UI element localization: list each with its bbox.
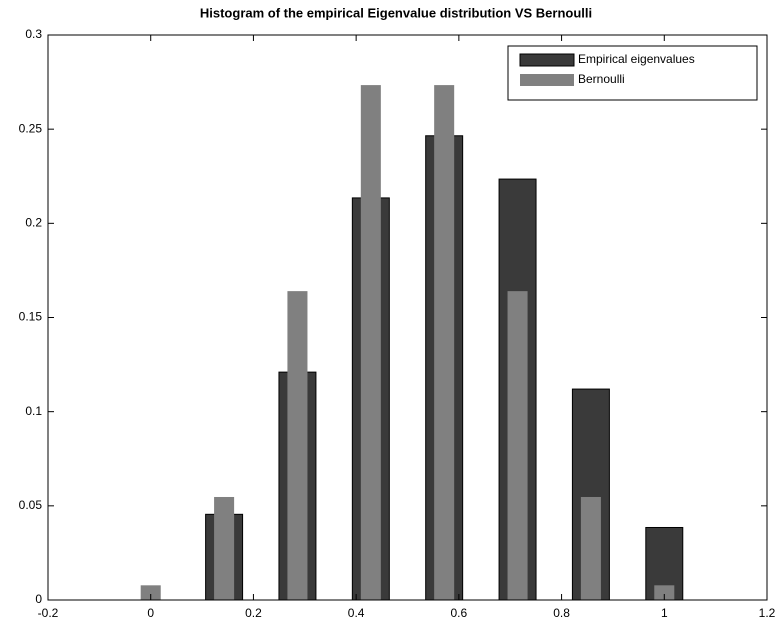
y-tick-label: 0.3 [25,27,42,41]
x-tick-label: 0.8 [553,606,570,620]
y-tick-label: 0.1 [25,404,42,418]
bar [287,291,308,600]
x-tick-label: 1 [661,606,668,620]
bar [434,85,455,600]
bar [360,85,381,600]
x-tick-label: 0.4 [348,606,365,620]
bar [214,496,235,600]
y-tick-label: 0.05 [19,498,43,512]
bar [580,496,601,600]
legend-swatch [520,74,574,86]
legend-label: Bernoulli [578,72,625,86]
y-tick-label: 0.15 [19,310,43,324]
bar [654,585,675,600]
bar [140,585,161,600]
x-tick-label: 0.2 [245,606,262,620]
x-tick-label: 0.6 [451,606,468,620]
chart-title: Histogram of the empirical Eigenvalue di… [200,5,592,20]
legend-swatch [519,53,575,67]
x-tick-label: 0 [147,606,154,620]
y-tick-label: 0.25 [19,121,43,135]
plot-frame [47,34,768,601]
x-tick-label: 1.2 [759,606,776,620]
legend-label: Empirical eigenvalues [578,52,695,66]
y-tick-label: 0.2 [25,216,42,230]
bar [507,291,528,600]
y-tick-label: 0 [35,592,42,606]
x-tick-label: -0.2 [38,606,59,620]
